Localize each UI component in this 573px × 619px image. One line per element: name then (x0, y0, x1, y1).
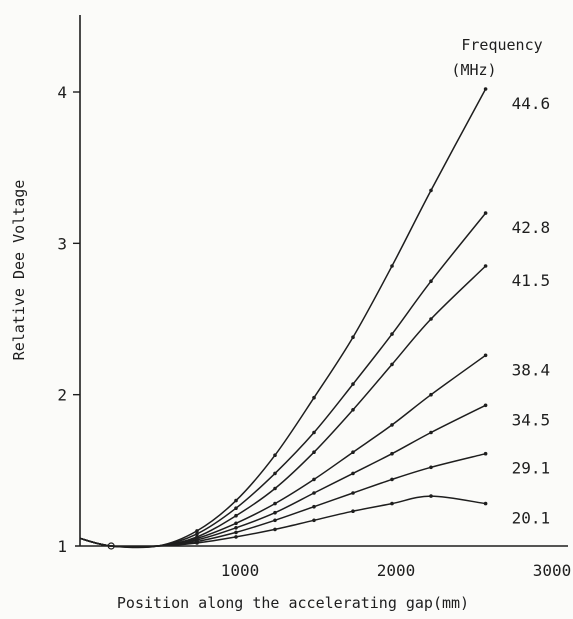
data-point (483, 87, 488, 91)
x-tick-label: 3000 (533, 561, 572, 580)
data-point (483, 403, 488, 408)
data-point (429, 188, 433, 193)
data-point (351, 491, 355, 495)
series-labels: 44.6 42.8 41.5 38.4 34.5 29.1 20.1 (512, 94, 551, 528)
data-point (273, 518, 277, 523)
data-point (195, 541, 199, 545)
data-point (483, 501, 488, 506)
data-point (234, 535, 238, 539)
x-tick-label: 1000 (221, 561, 260, 580)
data-point (351, 509, 355, 513)
data-point (483, 264, 488, 268)
series-lines (79, 88, 487, 549)
data-point (390, 362, 394, 367)
legend-title-line-2: (MHz) (451, 61, 496, 79)
series-label-44.6: 44.6 (512, 94, 551, 113)
x-axis-title: Position along the accelerating gap(mm) (117, 594, 469, 612)
data-point (390, 451, 394, 456)
data-point (351, 408, 355, 412)
data-point (351, 382, 355, 386)
data-point (312, 518, 316, 523)
data-point (483, 451, 488, 456)
series-label-20.1: 20.1 (512, 509, 551, 528)
data-point (273, 471, 277, 476)
data-point (351, 335, 355, 340)
data-point (483, 211, 488, 215)
data-point (234, 506, 238, 511)
y-tick-label: 3 (57, 234, 67, 253)
data-point (312, 477, 316, 482)
data-point (273, 510, 277, 515)
data-point (312, 430, 316, 435)
data-point (390, 264, 394, 268)
data-point (390, 423, 394, 427)
data-point (312, 491, 316, 495)
data-point (234, 530, 238, 535)
data-point (429, 317, 433, 321)
data-point (390, 332, 394, 336)
data-point (234, 498, 238, 503)
data-point (312, 504, 316, 509)
data-point (429, 494, 433, 498)
y-tick-label: 2 (57, 386, 67, 405)
data-point (234, 513, 238, 518)
data-point (273, 501, 277, 506)
data-point (390, 501, 394, 506)
data-point (195, 532, 199, 536)
series-label-34.5: 34.5 (512, 410, 551, 429)
data-point (429, 279, 433, 284)
y-tick-label: 1 (57, 537, 67, 556)
series-line-44.6 (79, 88, 487, 549)
series-line-20.1 (79, 495, 486, 548)
series-label-38.4: 38.4 (512, 360, 551, 379)
x-tick-label: 2000 (377, 561, 416, 580)
data-point (273, 486, 277, 491)
data-point (351, 450, 355, 455)
data-point (234, 526, 238, 530)
series-line-29.1 (79, 452, 486, 548)
legend-title-line-1: Frequency (461, 36, 542, 54)
data-point (234, 521, 238, 526)
series-line-41.5 (79, 265, 487, 548)
data-point (351, 471, 355, 476)
axis-ticks: 1 2 3 4 1000 2000 3000 (57, 83, 571, 580)
data-point (483, 353, 488, 358)
data-point (273, 453, 277, 458)
y-tick-label: 4 (57, 83, 67, 102)
series-points (107, 87, 488, 550)
data-point (273, 527, 277, 532)
series-label-41.5: 41.5 (512, 271, 551, 290)
data-point (429, 430, 433, 435)
series-label-29.1: 29.1 (512, 459, 551, 478)
data-point (429, 465, 433, 470)
series-label-42.8: 42.8 (512, 218, 551, 237)
data-point (429, 392, 433, 397)
series-line-34.5 (79, 404, 486, 548)
data-point (390, 477, 394, 482)
y-axis-title: Relative Dee Voltage (10, 180, 28, 361)
data-point (312, 450, 316, 455)
data-point (312, 395, 316, 400)
data-point (195, 529, 199, 533)
